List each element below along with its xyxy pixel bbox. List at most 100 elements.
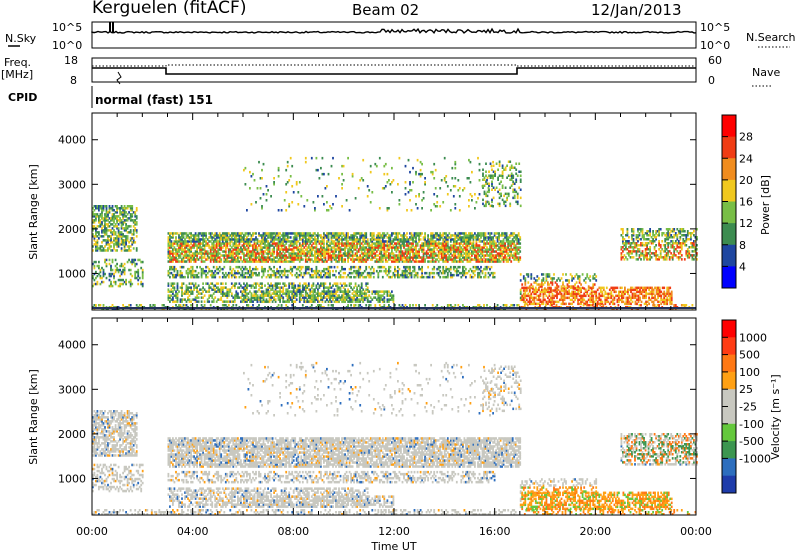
range-gate-cell — [484, 250, 487, 253]
range-gate-cell — [226, 292, 229, 295]
range-gate-cell — [462, 236, 464, 239]
range-gate-cell — [354, 292, 357, 295]
range-gate-cell — [265, 256, 268, 259]
range-gate-cell — [372, 242, 375, 245]
range-gate-cell — [131, 205, 134, 208]
range-gate-cell — [372, 256, 375, 259]
range-gate-cell — [122, 268, 124, 272]
range-gate-cell — [365, 265, 368, 269]
range-gate-cell — [237, 238, 239, 241]
range-gate-cell — [193, 298, 195, 301]
range-gate-cell — [212, 265, 215, 269]
range-gate-cell — [235, 292, 238, 295]
range-gate-cell — [360, 294, 363, 297]
range-gate-cell — [397, 240, 399, 243]
range-gate-cell — [510, 166, 513, 169]
range-gate-cell — [335, 242, 337, 245]
range-gate-cell — [232, 244, 235, 247]
range-gate-cell — [238, 282, 241, 285]
range-gate-cell — [194, 232, 197, 235]
range-gate-cell — [240, 250, 242, 253]
range-gate-cell — [354, 232, 357, 235]
range-gate-cell — [389, 269, 392, 273]
range-gate-cell — [348, 275, 351, 279]
range-gate-cell — [114, 237, 117, 240]
range-gate-cell — [279, 260, 281, 263]
range-gate-cell — [116, 237, 118, 240]
range-gate-cell — [125, 241, 127, 244]
range-gate-cell — [335, 236, 337, 239]
range-gate-cell — [440, 250, 443, 253]
range-gate-cell — [294, 286, 297, 289]
range-gate-cell — [333, 242, 336, 245]
range-gate-cell — [474, 256, 476, 259]
range-gate-cell — [317, 260, 319, 263]
range-gate-cell — [240, 236, 242, 239]
range-gate-cell — [315, 240, 318, 243]
range-gate-cell — [368, 275, 371, 279]
range-gate-cell — [218, 238, 221, 241]
range-gate-cell — [205, 282, 207, 285]
range-gate-cell — [474, 254, 476, 257]
range-gate-cell — [477, 265, 479, 269]
range-gate-cell — [442, 269, 445, 273]
range-gate-cell — [481, 250, 484, 253]
range-gate-cell — [369, 250, 372, 253]
range-gate-cell — [366, 286, 369, 289]
range-gate-cell — [230, 254, 233, 257]
range-gate-cell — [442, 275, 445, 279]
range-gate-cell — [193, 242, 195, 245]
range-gate-cell — [306, 232, 309, 235]
nave-line — [92, 64, 696, 67]
range-gate-cell — [502, 234, 505, 237]
range-gate-cell — [176, 242, 179, 245]
range-gate-cell — [377, 265, 380, 269]
range-gate-cell — [279, 290, 281, 293]
range-gate-cell — [314, 242, 316, 245]
range-gate-cell — [357, 267, 360, 271]
range-gate-cell — [386, 273, 389, 277]
range-gate-cell — [363, 252, 366, 255]
range-gate-cell — [383, 242, 386, 245]
range-gate-cell — [193, 286, 195, 289]
range-gate-cell — [212, 286, 215, 289]
range-gate-cell — [397, 232, 399, 235]
range-gate-cell — [320, 234, 322, 237]
range-gate-cell — [462, 244, 464, 247]
range-gate-cell — [274, 290, 277, 293]
range-gate-cell — [493, 256, 496, 259]
range-gate-cell — [283, 240, 286, 243]
range-gate-cell — [117, 215, 120, 218]
range-gate-cell — [329, 290, 331, 293]
range-gate-cell — [329, 269, 331, 273]
range-gate-cell — [323, 284, 325, 287]
range-gate-cell — [324, 236, 327, 239]
range-gate-cell — [507, 236, 510, 239]
range-gate-cell — [215, 236, 218, 239]
range-gate-cell — [113, 225, 115, 228]
range-gate-cell — [252, 250, 254, 253]
range-gate-cell — [167, 296, 170, 299]
range-gate-cell — [202, 286, 204, 289]
range-gate-cell — [280, 238, 283, 241]
range-gate-cell — [301, 248, 304, 251]
range-gate-cell — [110, 274, 112, 278]
range-gate-cell — [199, 252, 201, 255]
range-gate-cell — [375, 244, 378, 247]
range-gate-cell — [285, 242, 288, 245]
range-gate-cell — [437, 234, 440, 237]
range-gate-cell — [194, 250, 197, 253]
range-gate-cell — [446, 271, 449, 275]
range-gate-cell — [418, 234, 420, 237]
range-gate-cell — [211, 271, 214, 275]
range-gate-cell — [295, 275, 298, 279]
range-gate-cell — [179, 265, 182, 269]
range-gate-cell — [226, 260, 229, 263]
range-gate-cell — [462, 250, 464, 253]
range-gate-cell — [338, 242, 340, 245]
range-gate-cell — [116, 235, 118, 238]
range-gate-cell — [483, 232, 485, 235]
range-gate-cell — [321, 296, 324, 299]
range-gate-cell — [400, 248, 402, 251]
range-gate-cell — [306, 242, 309, 245]
